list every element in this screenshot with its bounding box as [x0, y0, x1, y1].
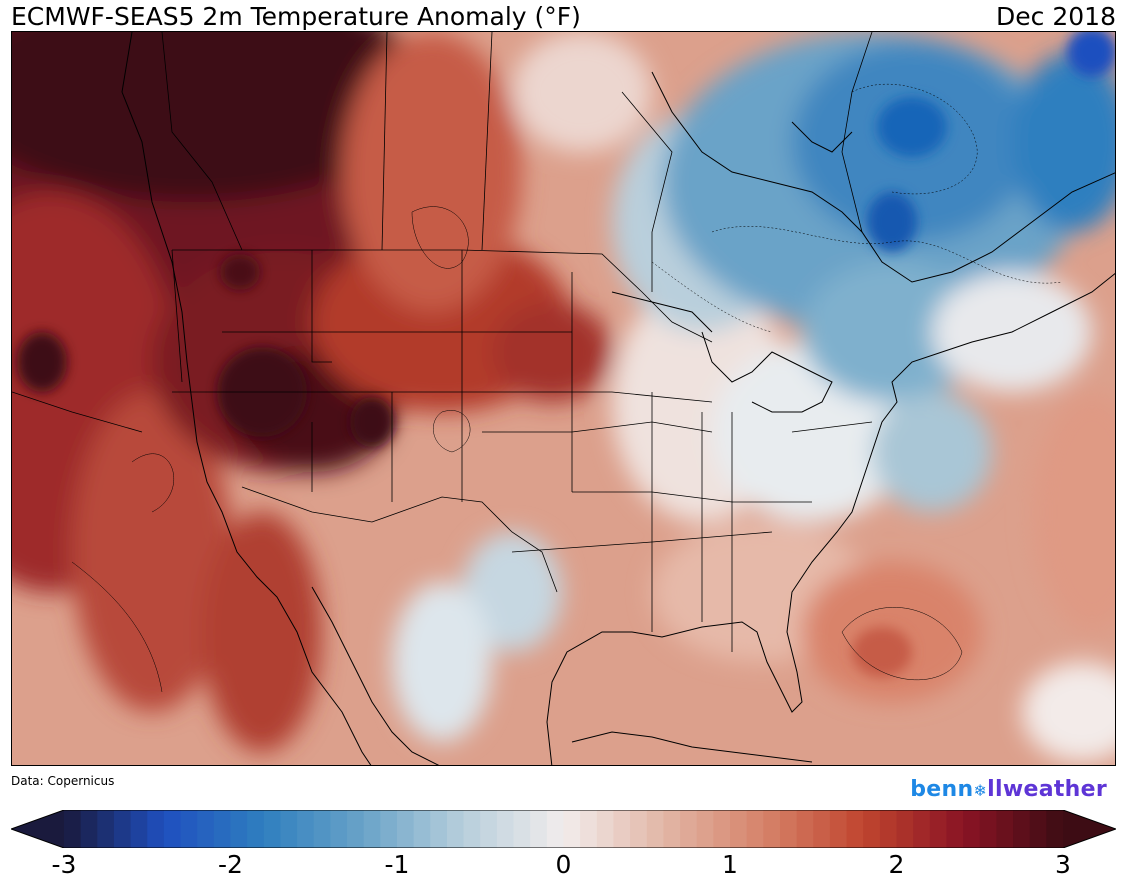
colorbar-segment — [779, 810, 798, 848]
colorbar-tick-label: -1 — [384, 850, 410, 879]
valid-period-label: Dec 2018 — [996, 2, 1116, 31]
anomaly-field — [12, 32, 1115, 765]
colorbar-segment — [646, 810, 664, 848]
colorbar-segment — [163, 810, 182, 848]
colorbar-tick-label: 0 — [555, 850, 572, 879]
colorbar-tick-label: -2 — [218, 850, 243, 879]
colorbar-segment — [430, 810, 448, 848]
colorbar-segment — [630, 810, 648, 848]
colorbar-segment — [1013, 810, 1031, 848]
colorbar-segment — [397, 810, 415, 848]
contour-lines — [651, 84, 1063, 333]
colorbar-segment — [80, 810, 98, 848]
colorbar-segment — [413, 810, 431, 848]
colorbar-segment — [97, 810, 115, 848]
colorbar-segment — [580, 810, 598, 848]
colorbar-segment — [796, 810, 814, 848]
logo-text-part1: benn — [910, 777, 974, 802]
colorbar-segment — [846, 810, 864, 848]
colorbar-segment — [596, 810, 614, 848]
borders — [12, 32, 873, 652]
colorbar-segment — [496, 810, 515, 848]
colorbar-segment — [64, 810, 82, 848]
colorbar-segment — [979, 810, 997, 848]
colorbar-segment — [513, 810, 531, 848]
colorbar-segment — [563, 810, 581, 848]
colorbar-segment — [996, 810, 1014, 848]
colorbar-segment — [446, 810, 465, 848]
colorbar-segment — [463, 810, 481, 848]
colorbar-extend-max — [1063, 810, 1116, 848]
snowflake-icon: ❄ — [973, 781, 988, 800]
data-credit: Data: Copernicus — [11, 774, 115, 788]
colorbar-segment — [147, 810, 165, 848]
colorbar-segment — [313, 810, 331, 848]
colorbar-segment — [863, 810, 881, 848]
colorbar-segment — [613, 810, 631, 848]
colorbar-segment — [363, 810, 381, 848]
colorbar-segment — [963, 810, 981, 848]
colorbar-tick-label: 3 — [1055, 850, 1071, 879]
colorbar-segment — [347, 810, 365, 848]
colorbar-segment — [213, 810, 231, 848]
colorbar-tick-label: 1 — [722, 850, 738, 879]
colorbar-segment — [946, 810, 964, 848]
colorbar-segment — [297, 810, 315, 848]
colorbar-segment — [1029, 810, 1047, 848]
colorbar-segment — [530, 810, 548, 848]
colorbar-tick-label: -3 — [51, 850, 77, 879]
colorbar-segment — [829, 810, 848, 848]
colorbar-segment — [696, 810, 714, 848]
colorbar-segment — [746, 810, 764, 848]
colorbar-segment — [763, 810, 781, 848]
brand-logo: benn❄llweather — [910, 777, 1107, 802]
colorbar — [9, 809, 1118, 849]
colorbar-segment — [929, 810, 947, 848]
anomaly-map — [11, 31, 1116, 766]
colorbar-segment — [230, 810, 248, 848]
colorbar-segment — [263, 810, 281, 848]
colorbar-segment — [130, 810, 148, 848]
logo-text-part2: llweather — [987, 777, 1107, 802]
colorbar-segment — [896, 810, 914, 848]
colorbar-segment — [730, 810, 748, 848]
colorbar-segment — [546, 810, 564, 848]
colorbar-segment — [480, 810, 498, 848]
colorbar-segment — [813, 810, 831, 848]
colorbar-segment — [197, 810, 215, 848]
colorbar-segment — [247, 810, 265, 848]
colorbar-segment — [380, 810, 398, 848]
map-title: ECMWF-SEAS5 2m Temperature Anomaly (°F) — [11, 2, 581, 31]
colorbar-segment — [280, 810, 298, 848]
colorbar-segment — [330, 810, 348, 848]
colorbar-segment — [113, 810, 132, 848]
colorbar-extend-min — [11, 810, 64, 848]
colorbar-segment — [913, 810, 931, 848]
colorbar-segment — [713, 810, 731, 848]
colorbar-segment — [180, 810, 198, 848]
contour-lines-solid — [71, 206, 963, 693]
colorbar-ticks: -3 -2 -1 0 1 2 3 — [0, 848, 1127, 885]
colorbar-tick-label: 2 — [888, 850, 905, 879]
colorbar-segment — [879, 810, 897, 848]
colorbar-segment — [1046, 810, 1064, 848]
colorbar-segment — [680, 810, 698, 848]
colorbar-segment — [663, 810, 681, 848]
